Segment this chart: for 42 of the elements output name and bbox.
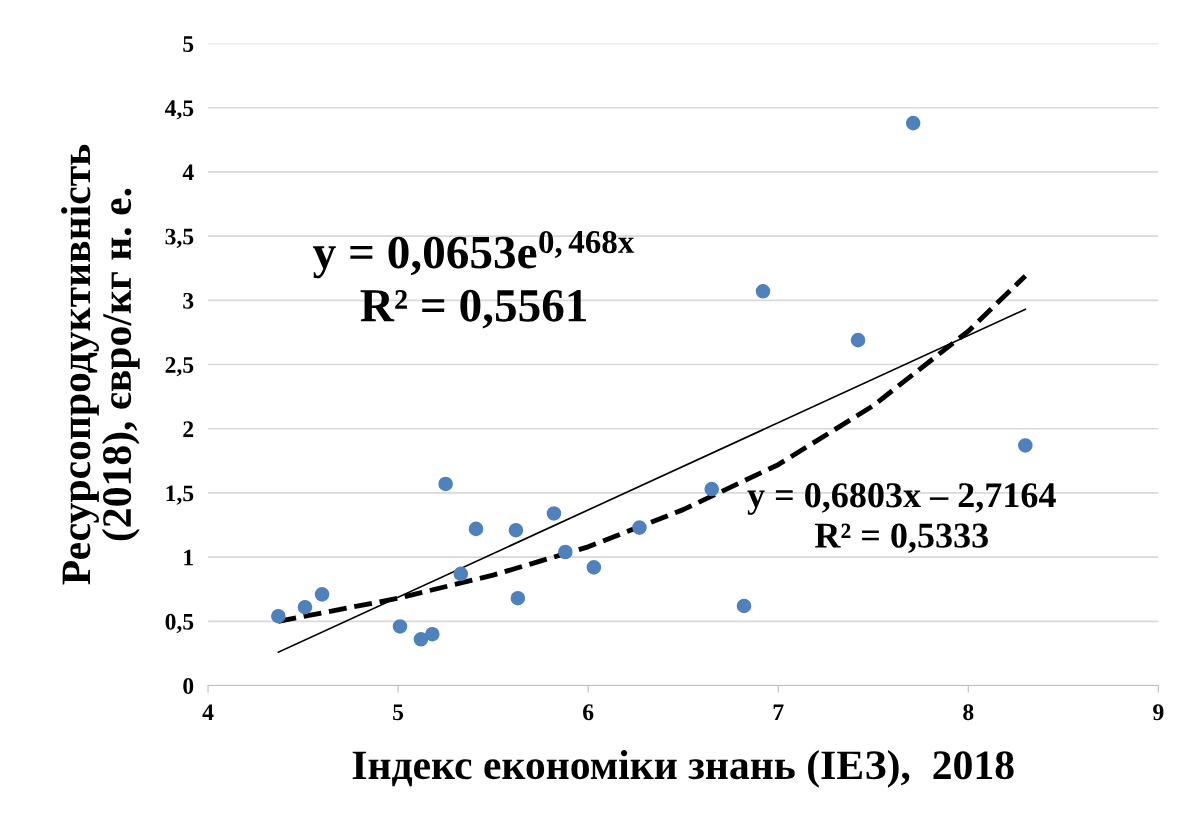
- y-tick-label: 1,5: [166, 485, 194, 505]
- y-tick-label: 5: [183, 36, 194, 52]
- y-tick-label: 4: [182, 164, 194, 181]
- point: [704, 481, 719, 497]
- y-tick-label: 2: [183, 421, 194, 437]
- x-tick-label: 9: [1153, 704, 1164, 721]
- x-tick-label: 8: [963, 704, 974, 721]
- point: [905, 115, 921, 131]
- point: [508, 522, 524, 538]
- y-axis-title: Ресурсопродуктивність (2018), євро/кг н. е.: [61, 144, 140, 585]
- y-tick-label: 3: [183, 292, 194, 309]
- y-tick-label: 0: [183, 678, 194, 694]
- point: [558, 544, 573, 560]
- y-tick-label: 0,5: [165, 613, 194, 634]
- x-tick-label: 4: [202, 704, 214, 720]
- point: [736, 598, 752, 614]
- point: [392, 619, 408, 634]
- point: [850, 332, 866, 348]
- annotation: y = 0,0653e$^{0,468x}$ R² = 0,5561: [313, 230, 635, 329]
- y-tick-label: 1: [184, 549, 193, 566]
- point: [413, 632, 429, 647]
- annotation: y = 0,6803x – 2,7164 R² = 0,5333: [747, 483, 1056, 554]
- point: [468, 521, 484, 537]
- point: [425, 626, 440, 642]
- x-tick-label: 7: [773, 704, 784, 720]
- point: [586, 560, 602, 575]
- point: [632, 520, 647, 535]
- y-tick-label: 2,5: [165, 357, 194, 377]
- x-axis-title: Індекс економіки знань (ІЕЗ), 2018: [352, 750, 1014, 788]
- point: [271, 608, 286, 624]
- x-tick-label: 5: [393, 704, 404, 721]
- point: [314, 587, 330, 602]
- point: [453, 566, 469, 582]
- point: [1018, 438, 1033, 453]
- point: [297, 599, 313, 615]
- point: [755, 284, 771, 299]
- y-tick-label: 3,5: [165, 228, 194, 248]
- x-tick-label: 6: [583, 704, 594, 721]
- point: [438, 476, 453, 492]
- y-tick-label: 4,5: [164, 100, 194, 120]
- point: [546, 506, 562, 521]
- point: [510, 590, 526, 606]
